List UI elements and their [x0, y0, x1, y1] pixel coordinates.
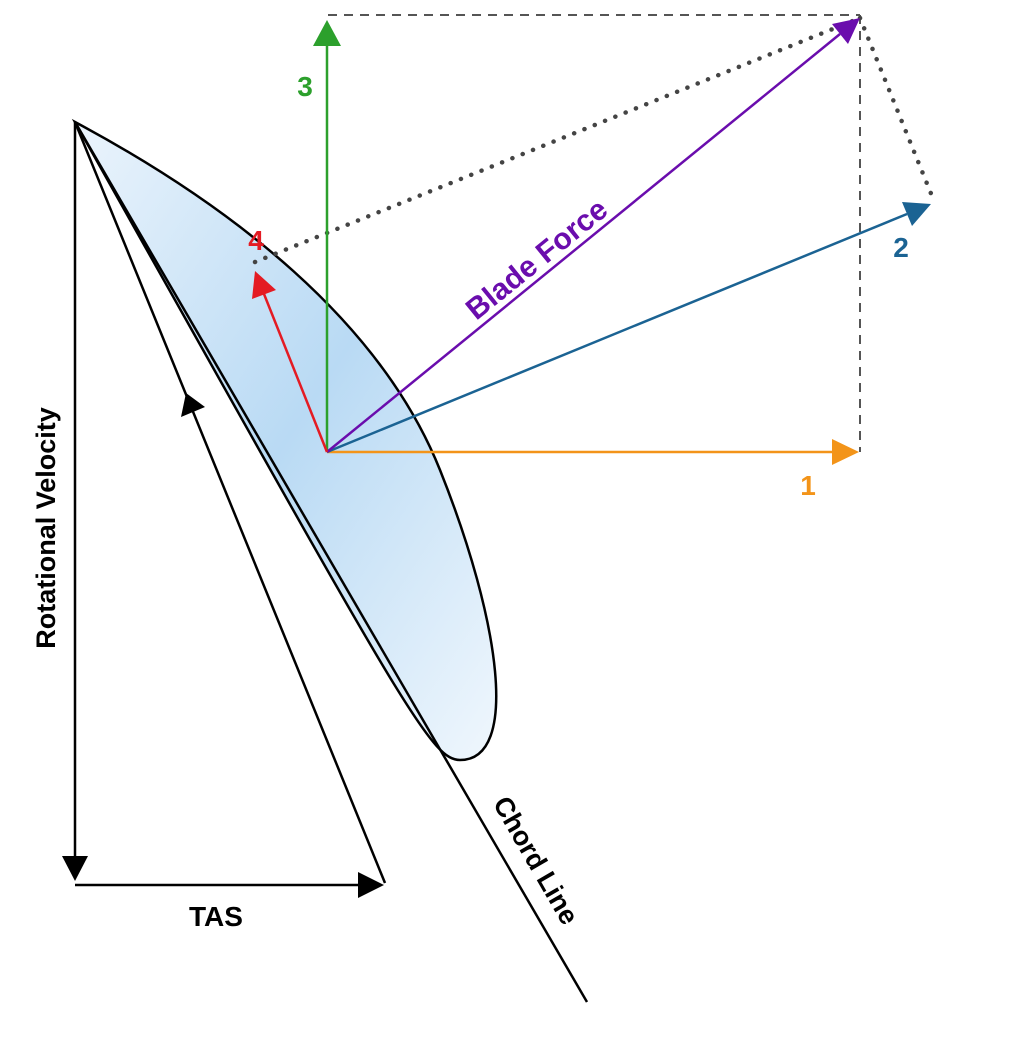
- tas-arrowhead: [358, 872, 384, 898]
- force-1-label: 1: [800, 470, 816, 501]
- rotational-velocity-arrowhead: [62, 856, 88, 881]
- resultant-airflow-line: [73, 121, 387, 884]
- resultant-airflow-arrowhead: [181, 393, 205, 417]
- chord-line-label: Chord Line: [487, 791, 584, 929]
- force-2-vector: [326, 212, 908, 454]
- blade-force-label: Blade Force: [460, 193, 614, 327]
- force-4-arrowhead: [252, 271, 276, 299]
- chord-line: [73, 121, 589, 1003]
- force-4-vector: [262, 293, 329, 453]
- force-3-arrowhead: [313, 20, 341, 46]
- construction-line-dotted-right: [857, 15, 935, 199]
- force-3-label: 3: [297, 71, 313, 102]
- construction-line-dotted-top: [252, 15, 863, 265]
- blade-airfoil: [71, 118, 498, 762]
- force-4-label: 4: [248, 225, 264, 256]
- tas-label: TAS: [189, 901, 243, 932]
- rotational-velocity-label: Rotational Velocity: [31, 407, 61, 649]
- force-2-label: 2: [893, 232, 909, 263]
- blade-force-vector: [326, 33, 841, 453]
- force-1-arrowhead: [832, 439, 859, 465]
- force-2-arrowhead: [902, 202, 931, 226]
- blade-force-arrowhead: [832, 18, 860, 44]
